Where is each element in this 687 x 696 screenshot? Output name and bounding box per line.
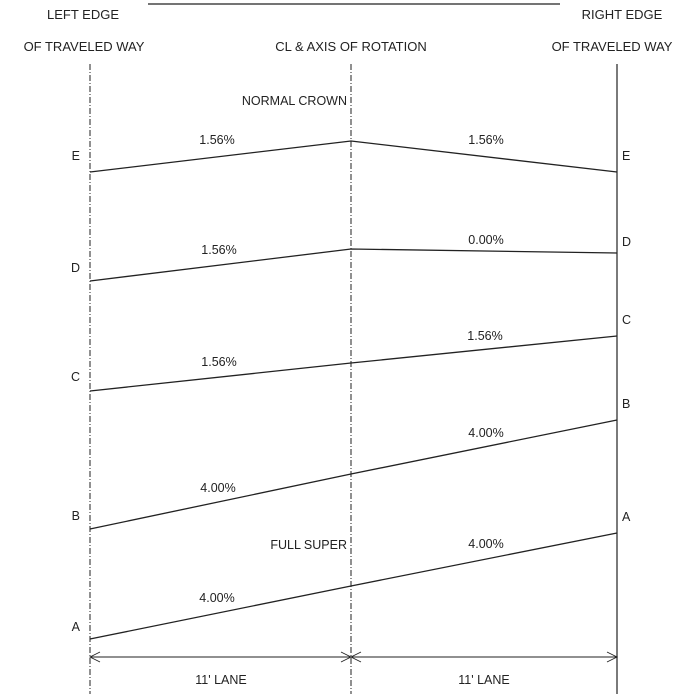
section-b-left-label: B bbox=[72, 509, 80, 523]
right-edge-header-line1: RIGHT EDGE bbox=[582, 7, 663, 22]
section-c: C C 1.56% 1.56% bbox=[71, 313, 631, 392]
section-c-right-slope: 1.56% bbox=[467, 329, 502, 343]
section-b-left-slope: 4.00% bbox=[200, 481, 235, 495]
left-edge-header-line2: OF TRAVELED WAY bbox=[24, 39, 145, 54]
section-a-left-label: A bbox=[72, 620, 81, 634]
full-super-caption: FULL SUPER bbox=[270, 538, 347, 552]
section-b-right-slope: 4.00% bbox=[468, 426, 503, 440]
section-a: A A 4.00% 4.00% bbox=[72, 510, 631, 640]
right-lane-dimension-label: 11' LANE bbox=[458, 673, 510, 687]
right-arrowhead bbox=[606, 651, 619, 663]
lane-dimension: 11' LANE 11' LANE bbox=[88, 651, 619, 687]
section-b-profile bbox=[89, 419, 618, 530]
section-a-profile bbox=[89, 532, 618, 640]
section-d-left-label: D bbox=[71, 261, 80, 275]
section-a-right-slope: 4.00% bbox=[468, 537, 503, 551]
normal-crown-caption: NORMAL CROWN bbox=[242, 94, 347, 108]
section-c-right-label: C bbox=[622, 313, 631, 327]
section-b-right-label: B bbox=[622, 397, 630, 411]
left-lane-dimension-label: 11' LANE bbox=[195, 673, 247, 687]
section-c-left-label: C bbox=[71, 370, 80, 384]
section-e-left-label: E bbox=[72, 149, 80, 163]
section-b: B B 4.00% 4.00% bbox=[72, 397, 630, 530]
section-d-right-slope: 0.00% bbox=[468, 233, 503, 247]
center-right-arrowhead bbox=[349, 651, 362, 663]
section-a-right-label: A bbox=[622, 510, 631, 524]
section-c-profile bbox=[89, 335, 618, 392]
section-c-left-slope: 1.56% bbox=[201, 355, 236, 369]
section-d: D D 1.56% 0.00% bbox=[71, 233, 631, 282]
right-edge-header-line2: OF TRAVELED WAY bbox=[552, 39, 673, 54]
section-e-left-slope: 1.56% bbox=[199, 133, 234, 147]
section-d-profile bbox=[89, 248, 618, 282]
section-a-left-slope: 4.00% bbox=[199, 591, 234, 605]
section-e-right-label: E bbox=[622, 149, 630, 163]
section-d-right-label: D bbox=[622, 235, 631, 249]
left-edge-header-line1: LEFT EDGE bbox=[47, 7, 119, 22]
section-e-profile bbox=[89, 140, 618, 173]
left-arrowhead bbox=[88, 651, 101, 663]
section-e: E E 1.56% 1.56% bbox=[72, 133, 630, 173]
section-d-left-slope: 1.56% bbox=[201, 243, 236, 257]
section-e-right-slope: 1.56% bbox=[468, 133, 503, 147]
centerline-header: CL & AXIS OF ROTATION bbox=[275, 39, 426, 54]
